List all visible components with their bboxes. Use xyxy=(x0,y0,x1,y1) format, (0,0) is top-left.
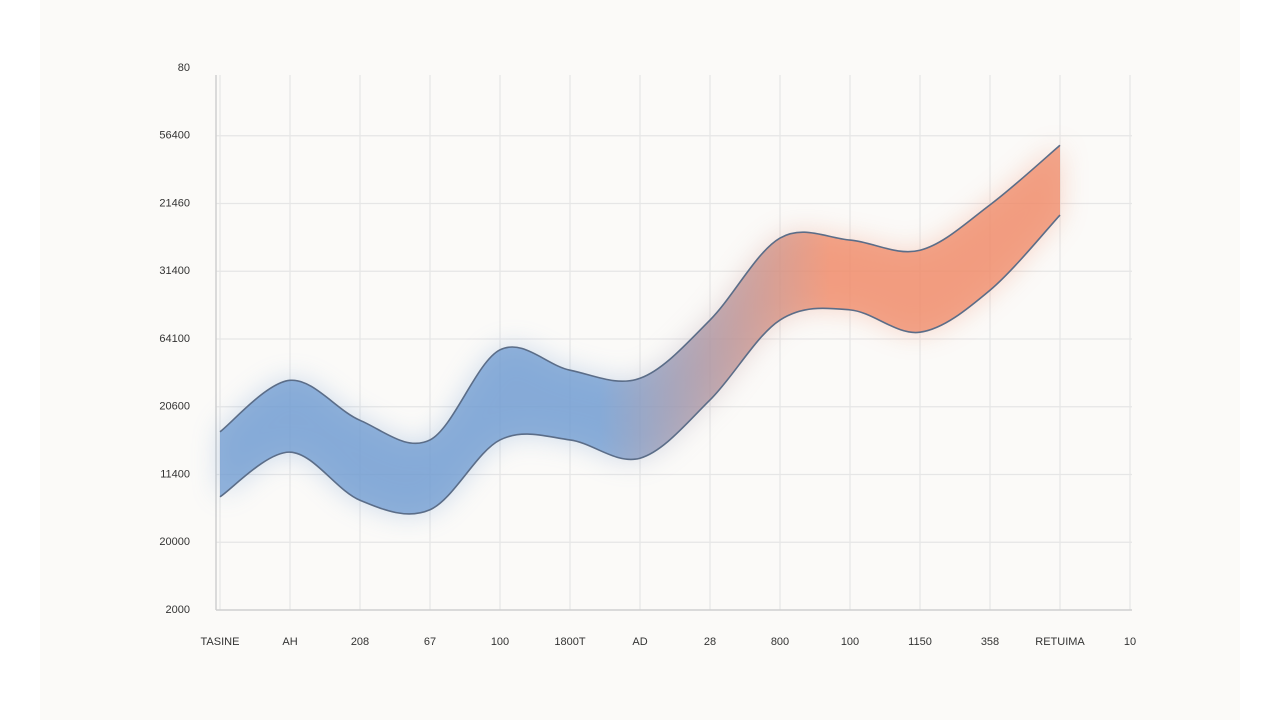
x-tick-label: AD xyxy=(632,636,647,648)
y-tick-label: 64100 xyxy=(159,333,190,345)
x-tick-label: RETUIMA xyxy=(1035,636,1085,648)
y-tick-label: 2000 xyxy=(166,604,190,616)
x-tick-label: AH xyxy=(282,636,297,648)
y-tick-label: 20000 xyxy=(159,536,190,548)
y-tick-label: 31400 xyxy=(159,265,190,277)
x-tick-label: 10 xyxy=(1124,636,1136,648)
band-lower-edge xyxy=(219,214,1061,515)
y-tick-label: 80 xyxy=(178,62,190,74)
x-tick-label: 28 xyxy=(704,636,716,648)
x-tick-label: 208 xyxy=(351,636,369,648)
x-tick-label: 1800T xyxy=(554,636,585,648)
x-tick-label: 1150 xyxy=(908,636,932,648)
y-tick-label: 20600 xyxy=(159,401,190,413)
band-upper-edge xyxy=(219,144,1061,445)
x-tick-label: 100 xyxy=(491,636,509,648)
y-tick-label: 56400 xyxy=(159,130,190,142)
x-tick-label: 358 xyxy=(981,636,999,648)
x-tick-label: 800 xyxy=(771,636,789,648)
y-tick-label: 21460 xyxy=(159,197,190,209)
x-tick-label: 67 xyxy=(424,636,436,648)
x-tick-label: TASINE xyxy=(201,636,240,648)
band xyxy=(220,145,1060,514)
x-tick-label: 100 xyxy=(841,636,859,648)
y-tick-label: 11400 xyxy=(160,468,190,480)
